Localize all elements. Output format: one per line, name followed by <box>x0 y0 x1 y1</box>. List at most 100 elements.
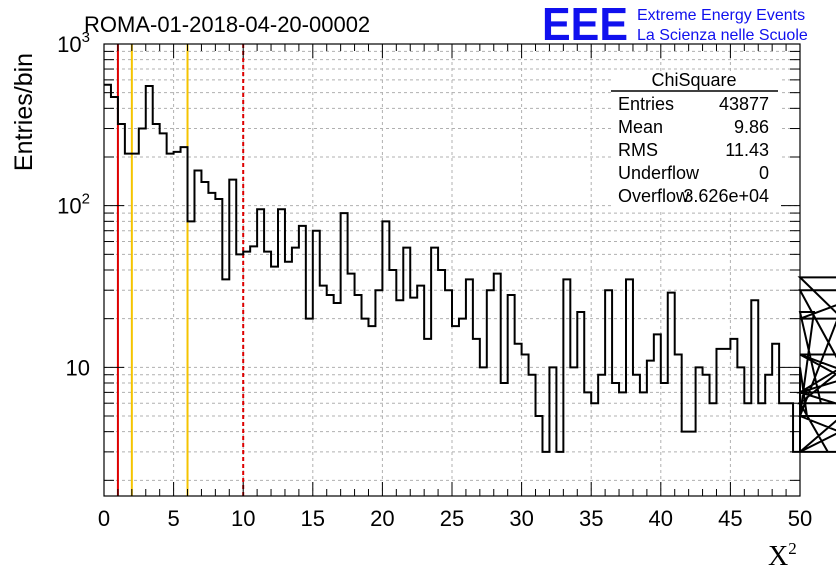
histogram-bin <box>779 403 786 496</box>
histogram-bin <box>563 279 570 496</box>
stats-value-entries: 43877 <box>719 94 769 114</box>
eee-logo: EEE Extreme Energy Events La Scienza nel… <box>542 0 808 50</box>
histogram-bin <box>696 367 703 496</box>
histogram-bin <box>786 403 793 496</box>
y-tick-labels: 10 102 103 <box>57 29 90 380</box>
histogram-bin <box>299 226 306 496</box>
histogram-bin <box>438 270 445 496</box>
histogram-bin <box>181 147 188 496</box>
stats-value-mean: 9.86 <box>734 117 769 137</box>
histogram-bin <box>737 367 744 496</box>
histogram-bin <box>139 129 146 496</box>
histogram-bin <box>675 355 682 496</box>
histogram-bin <box>278 209 285 496</box>
stats-label-rms: RMS <box>618 140 658 160</box>
histogram-bin <box>257 209 264 496</box>
x-tick-labels: 0 5 10 15 20 25 30 35 40 45 50 <box>98 506 812 531</box>
histogram-bin <box>250 246 257 496</box>
histogram-bin <box>556 452 563 496</box>
stats-box: ChiSquare Entries 43877 Mean 9.86 RMS 11… <box>611 70 781 212</box>
histogram-bin <box>668 293 675 496</box>
histogram-bin <box>661 383 668 496</box>
x-axis-label-base: X <box>768 541 788 572</box>
histogram-bin <box>501 383 508 496</box>
histogram-bin <box>362 319 369 496</box>
x-tick-label: 15 <box>301 506 325 531</box>
histogram-bin <box>542 452 549 496</box>
x-tick-label: 45 <box>718 506 742 531</box>
histogram-bin <box>292 248 299 496</box>
histogram-bin <box>710 403 717 496</box>
histogram-bin <box>584 392 591 496</box>
histogram-bin <box>633 375 640 496</box>
stats-value-underflow: 0 <box>759 163 769 183</box>
histogram-bin <box>125 154 132 496</box>
histogram-bin <box>515 344 522 496</box>
histogram-bin <box>146 86 153 496</box>
logo-line-2: La Scienza nelle Scuole <box>637 27 808 44</box>
stats-value-rms: 11.43 <box>725 140 769 160</box>
histogram-bin <box>222 279 229 496</box>
histogram-bin <box>466 279 473 496</box>
histogram-bin <box>529 375 536 496</box>
histogram-bin <box>612 383 619 496</box>
y-tick-label: 103 <box>57 29 90 57</box>
histogram-bin <box>689 432 696 496</box>
histogram-bin <box>167 154 174 496</box>
histogram-bin <box>494 274 501 496</box>
histogram-bin <box>410 298 417 496</box>
histogram-bin <box>619 392 626 496</box>
histogram-bin <box>452 326 459 496</box>
histogram-bin <box>334 303 341 496</box>
stats-value-overflow: 3.626e+04 <box>683 186 769 206</box>
histogram-bin <box>793 452 800 496</box>
x-tick-label: 30 <box>509 506 533 531</box>
histogram-bin <box>132 154 139 496</box>
histogram-bin <box>313 231 320 496</box>
histogram-bin <box>522 355 529 496</box>
histogram-bin <box>765 375 772 496</box>
x-tick-label: 25 <box>440 506 464 531</box>
histogram-bin <box>480 367 487 496</box>
histogram-bin <box>570 367 577 496</box>
histogram-bin <box>508 295 515 496</box>
y-axis-label: Entries/bin <box>10 53 38 171</box>
histogram-bin <box>201 182 208 496</box>
histogram-bin <box>417 286 424 496</box>
x-tick-label: 40 <box>649 506 673 531</box>
histogram-bin <box>598 375 605 496</box>
histogram-bin <box>382 221 389 496</box>
histogram-bin <box>215 199 222 496</box>
x-axis-label: X2 <box>768 539 797 572</box>
histogram-bin <box>403 248 410 496</box>
x-tick-label: 5 <box>167 506 179 531</box>
y-tick-label: 102 <box>57 191 90 219</box>
stats-label-mean: Mean <box>618 117 663 137</box>
histogram-bin <box>772 344 779 496</box>
histogram-bin <box>236 254 243 496</box>
histogram-bin <box>703 375 710 496</box>
stats-title: ChiSquare <box>651 70 736 90</box>
histogram-bin <box>174 152 181 496</box>
histogram-bin <box>487 290 494 496</box>
logo-line-1: Extreme Energy Events <box>637 7 805 24</box>
histogram-bin <box>431 248 438 496</box>
histogram-bin <box>118 124 125 496</box>
histogram-bin <box>160 133 167 496</box>
x-tick-label: 20 <box>370 506 394 531</box>
histogram-bin <box>549 367 556 496</box>
histogram-bin <box>577 312 584 496</box>
histogram-bin <box>271 267 278 496</box>
histogram-bin <box>389 270 396 496</box>
histogram-bin <box>626 279 633 496</box>
axis-ticks <box>103 44 801 496</box>
histogram-bin <box>716 349 723 496</box>
histogram-bin <box>758 403 765 496</box>
histogram-bin <box>375 290 382 496</box>
histogram-bin <box>396 300 403 496</box>
histogram-bin <box>243 252 250 496</box>
histogram-bin <box>424 339 431 496</box>
histogram-bin <box>341 213 348 496</box>
stats-label-overflow: Overflow <box>618 186 690 206</box>
histogram-bin <box>229 180 236 496</box>
